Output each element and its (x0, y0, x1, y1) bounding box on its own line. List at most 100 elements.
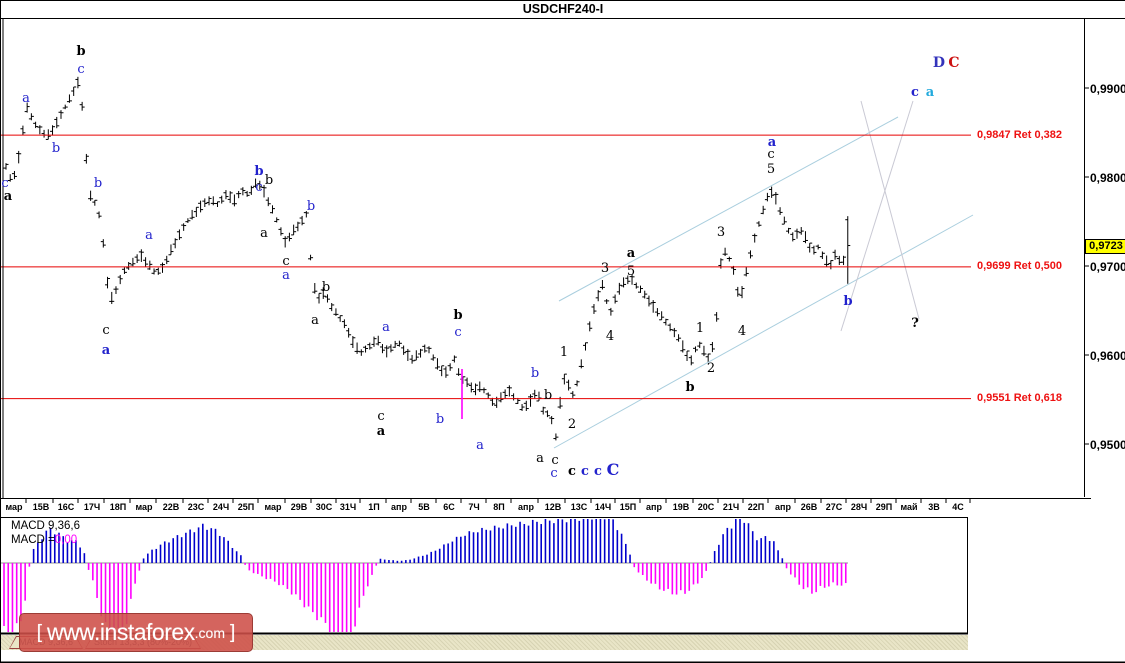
date-label: 8П (493, 502, 505, 512)
wave-label: ? (911, 316, 919, 331)
wave-label: c (102, 323, 110, 338)
wave-label: b (306, 199, 316, 214)
wave-label: 2 (567, 417, 577, 432)
date-label: 13С (570, 502, 588, 512)
date-label: 1П (368, 502, 380, 512)
wave-label: c (568, 464, 576, 479)
logo-domain-suffix: .com (194, 624, 225, 641)
instaforex-watermark: [ www.instaforex .com ] (19, 613, 253, 652)
date-label: 5В (418, 502, 430, 512)
wave-label: b (543, 388, 553, 403)
date-label: 25П (237, 502, 255, 512)
date-label: апр (518, 502, 534, 512)
wave-label: c (550, 466, 558, 481)
chart-title: USDCHF240-I (522, 2, 604, 16)
price-tick-label: 0,9600 (1090, 349, 1125, 363)
wave-label: 5 (626, 264, 636, 279)
date-label: 7Ч (468, 502, 480, 512)
wave-label: b (843, 294, 853, 309)
price-tick-label: 0,9900 (1090, 82, 1125, 96)
macd-value-prefix: MACD = (11, 534, 55, 546)
wave-label: c (911, 85, 919, 100)
date-label: 4С (952, 502, 964, 512)
date-label: 18П (109, 502, 127, 512)
wave-label: a (145, 228, 153, 243)
wave-label: D (932, 55, 946, 71)
wave-label: a (376, 424, 386, 439)
wave-label: b (435, 412, 445, 427)
wave-label: b (254, 164, 264, 179)
wave-label: 2 (706, 361, 716, 376)
logo-bracket-close: ] (230, 621, 236, 643)
date-label: 29В (290, 502, 308, 512)
wave-label: a (476, 438, 484, 453)
logo-bracket-open: [ (36, 621, 42, 643)
wave-label: a (282, 268, 290, 283)
wave-label: b (453, 308, 463, 323)
fib-level-label: 0,9551 Ret 0,618 (977, 392, 1063, 405)
wave-label: a (22, 91, 30, 106)
wave-label: 4 (737, 324, 747, 339)
date-label: 16С (57, 502, 75, 512)
trend-channel-line (553, 214, 974, 449)
date-label: 23С (187, 502, 205, 512)
date-label: 29П (875, 502, 893, 512)
wave-label: c (77, 62, 85, 77)
date-label: апр (775, 502, 791, 512)
date-label: мар (135, 502, 153, 512)
date-label: 22П (747, 502, 765, 512)
wave-label: c (767, 147, 775, 162)
macd-indicator-label: MACD 9,36,6 (11, 520, 81, 532)
wave-label: b (93, 176, 103, 191)
wave-label: b (264, 173, 274, 188)
fib-level-label: 0,9699 Ret 0,500 (977, 260, 1063, 273)
trend-channel-line (558, 116, 899, 302)
wave-label: 1 (695, 321, 705, 336)
wave-label: a (382, 320, 390, 335)
wave-label: a (925, 85, 935, 100)
fib-level-label: 0,9847 Ret 0,382 (977, 128, 1063, 141)
wave-projection-line (860, 100, 920, 320)
price-tick-label: 0,9500 (1090, 438, 1125, 452)
date-label: 6С (443, 502, 455, 512)
macd-value-label: MACD =0,00 (11, 534, 77, 546)
date-label: май (900, 502, 918, 512)
wave-label: b (76, 44, 86, 59)
wave-label: a (536, 451, 544, 466)
wave-label: b (321, 280, 331, 295)
current-price-tag: 0,9723 (1085, 238, 1125, 254)
logo-text: www.instaforex (46, 619, 195, 645)
date-label: 15В (32, 502, 50, 512)
date-label: 27С (825, 502, 843, 512)
price-tick-label: 0,9700 (1090, 260, 1125, 274)
wave-label: a (311, 313, 319, 328)
date-label: 20С (697, 502, 715, 512)
wave-label: a (767, 135, 777, 150)
title-bar: USDCHF240-I (1, 1, 1125, 19)
wave-label: c (282, 254, 290, 269)
date-label: 15П (619, 502, 637, 512)
wave-label: b (530, 366, 540, 381)
date-label: 19В (672, 502, 690, 512)
date-label: апр (646, 502, 662, 512)
date-label: 12В (544, 502, 562, 512)
wave-label: c (594, 464, 602, 479)
wave-label: c (1, 176, 9, 191)
date-label: 28Ч (850, 502, 868, 512)
price-tick-label: 0,9800 (1090, 171, 1125, 185)
date-label: 3В (928, 502, 940, 512)
wave-label: a (101, 343, 111, 358)
date-label: 31Ч (339, 502, 357, 512)
wave-label: 5 (766, 162, 776, 177)
wave-projection-line (840, 100, 914, 332)
date-label: мар (5, 502, 23, 512)
wave-label: c (377, 409, 385, 424)
wave-label: C (948, 55, 960, 71)
wave-label: 3 (600, 261, 610, 276)
date-label: 17Ч (83, 502, 101, 512)
wave-label: a (3, 189, 13, 204)
wave-label: c (581, 464, 589, 479)
wave-label: c (255, 180, 263, 195)
